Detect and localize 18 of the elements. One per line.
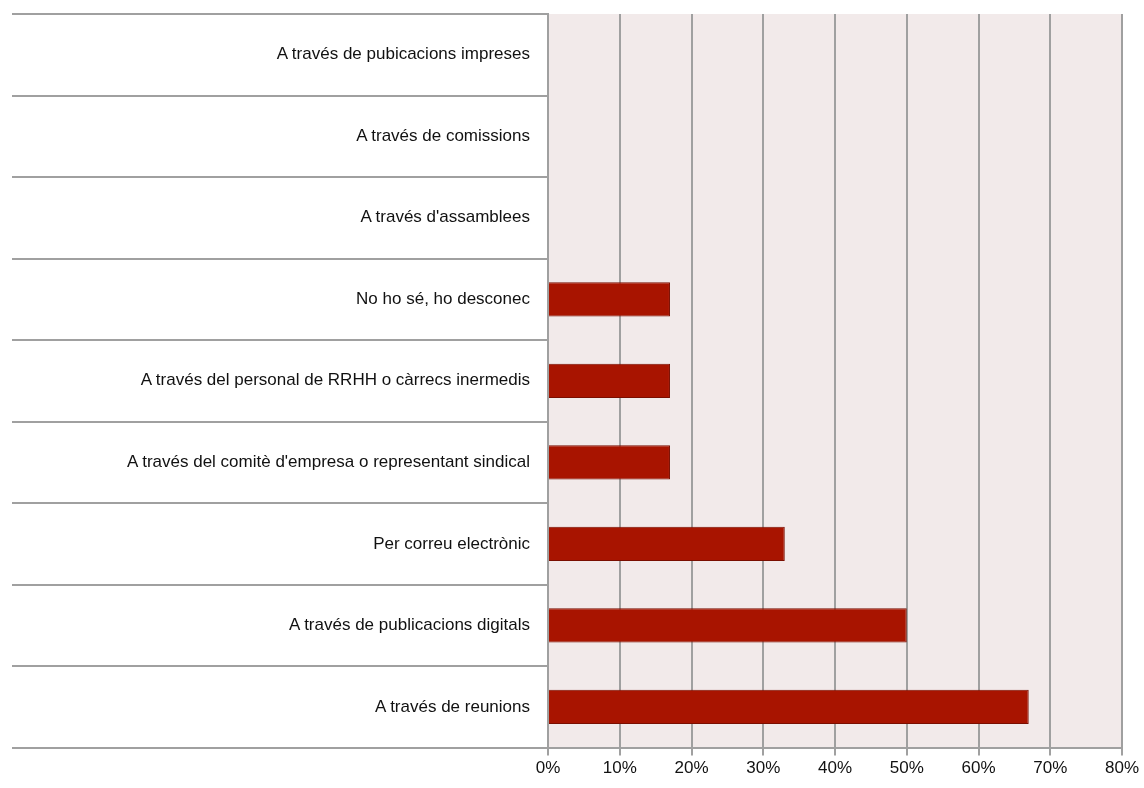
y-tick-label: A través de reunions bbox=[375, 696, 530, 716]
x-tick-label: 80% bbox=[1104, 758, 1140, 778]
y-tick-label: A través del personal de RRHH o càrrecs inermedis bbox=[140, 370, 530, 390]
y-tick-label: No ho sé, ho desconec bbox=[356, 288, 531, 308]
x-tick-label: 30% bbox=[746, 758, 781, 778]
x-tick-label: 70% bbox=[1033, 758, 1068, 778]
y-tick-label: A través de publicacions digitals bbox=[289, 615, 530, 635]
x-tick-label: 20% bbox=[674, 758, 709, 778]
y-tick-label: A través del comitè d'empresa o representant sindical bbox=[127, 452, 530, 471]
y-tick-label: A través de pubicacions impreses bbox=[276, 44, 530, 64]
x-tick-label: 60% bbox=[961, 758, 996, 778]
x-tick-label: 0% bbox=[535, 758, 561, 778]
x-tick-label: 50% bbox=[889, 758, 924, 778]
y-tick-label: A través d'assamblees bbox=[360, 207, 530, 227]
x-tick-label: 10% bbox=[602, 758, 637, 778]
x-tick-label: 40% bbox=[817, 758, 853, 778]
y-tick-label: Per correu electrònic bbox=[373, 533, 531, 553]
y-tick-label: A través de comissions bbox=[356, 125, 530, 145]
